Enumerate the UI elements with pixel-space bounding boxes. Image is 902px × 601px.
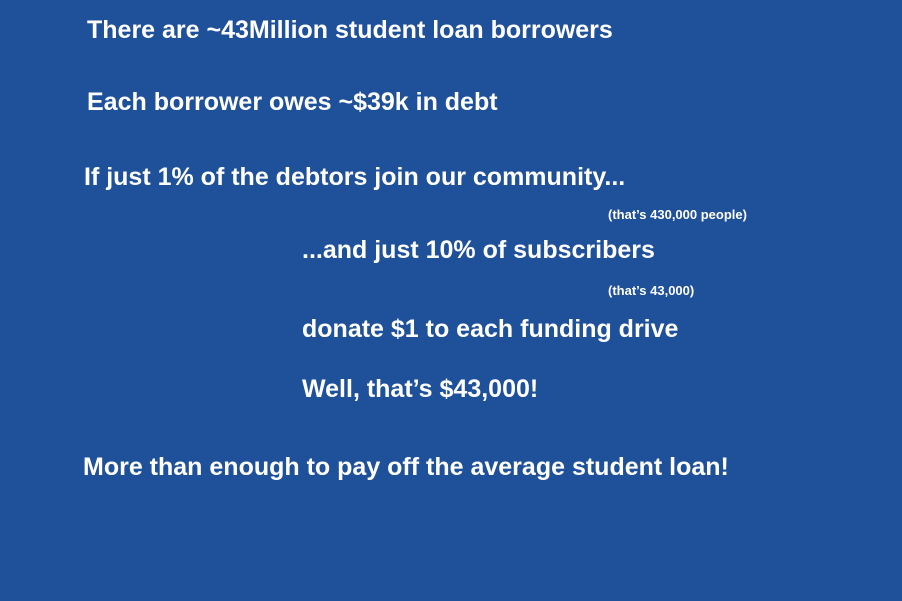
borrowers-count-text: There are ~43Million student loan borrow…	[87, 16, 613, 44]
subscribers-count-note: (that’s 43,000)	[608, 283, 695, 298]
people-count-note: (that’s 430,000 people)	[608, 207, 747, 222]
subscribers-text: ...and just 10% of subscribers	[302, 236, 655, 264]
total-amount-text: Well, that’s $43,000!	[302, 375, 539, 403]
conclusion-text: More than enough to pay off the average …	[83, 453, 729, 481]
join-community-text: If just 1% of the debtors join our commu…	[84, 163, 626, 191]
debt-per-borrower-text: Each borrower owes ~$39k in debt	[87, 88, 498, 116]
donate-text: donate $1 to each funding drive	[302, 315, 679, 343]
